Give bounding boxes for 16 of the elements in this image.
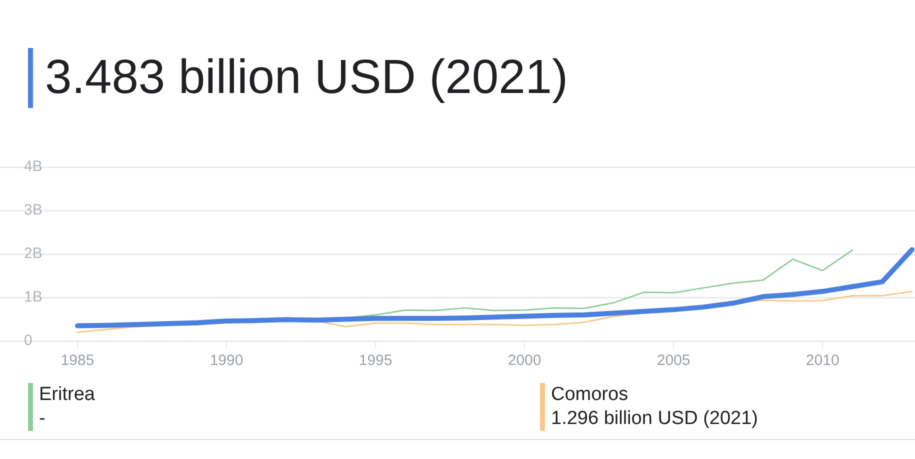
x-tick-label: 2010	[806, 352, 840, 370]
y-tick-label: 1B	[24, 288, 42, 306]
x-tick-label: 2000	[508, 352, 542, 370]
x-tick-label: 1995	[358, 352, 392, 370]
legend-label: Comoros	[551, 383, 630, 407]
x-tick-label: 1990	[210, 352, 244, 370]
x-tick-label: 2005	[656, 352, 690, 370]
y-tick-label: 3B	[24, 202, 42, 219]
chart-title: 3.483 billion USD (2021)	[28, 48, 568, 108]
legend-label: Eritrea	[39, 383, 95, 407]
y-tick-label: 2B	[24, 245, 42, 262]
x-tick-label: 1985	[60, 352, 94, 370]
text: 1.296 billion USD (2021)	[551, 407, 758, 431]
text: -	[39, 407, 46, 431]
y-tick-label: 4B	[24, 158, 42, 176]
y-tick-label: 0	[24, 332, 32, 350]
